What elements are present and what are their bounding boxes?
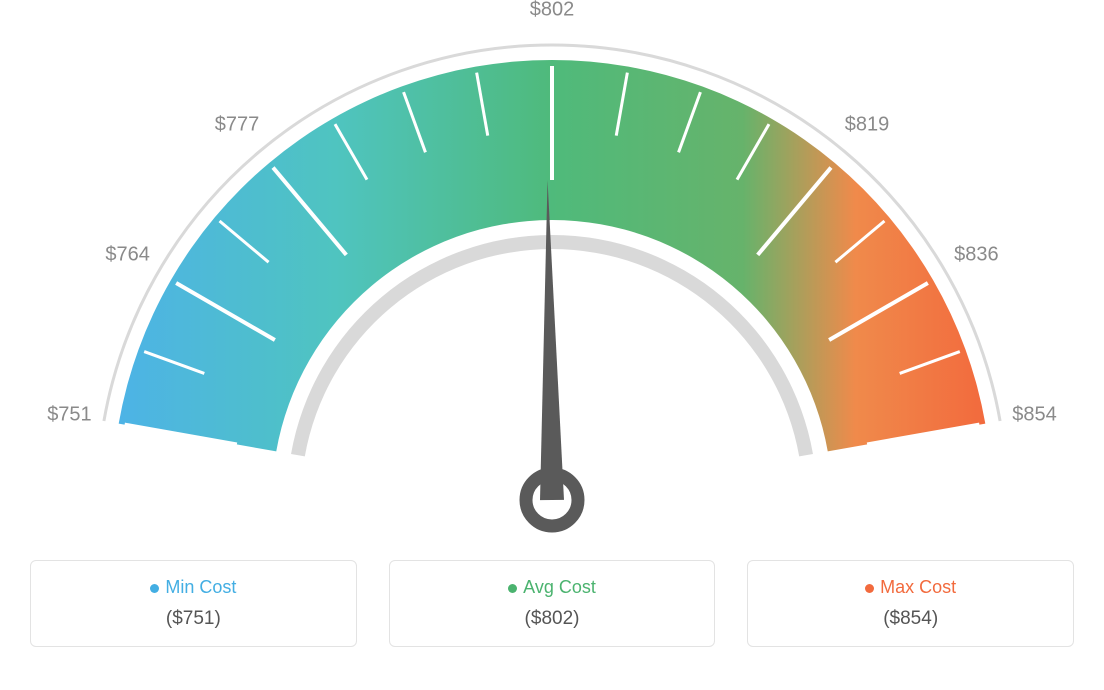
legend-row: Min Cost ($751) Avg Cost ($802) Max Cost… bbox=[0, 560, 1104, 647]
gauge-tick-label: $777 bbox=[215, 113, 260, 136]
legend-value-min: ($751) bbox=[41, 608, 346, 630]
legend-card-max: Max Cost ($854) bbox=[747, 560, 1074, 647]
legend-label-max: Max Cost bbox=[880, 577, 956, 597]
legend-value-avg: ($802) bbox=[400, 608, 705, 630]
gauge-tick-label: $802 bbox=[530, 0, 575, 22]
legend-dot-avg bbox=[508, 584, 517, 593]
legend-dot-max bbox=[865, 584, 874, 593]
legend-title-max: Max Cost bbox=[758, 577, 1063, 598]
gauge-svg bbox=[0, 0, 1104, 560]
legend-title-avg: Avg Cost bbox=[400, 577, 705, 598]
legend-value-max: ($854) bbox=[758, 608, 1063, 630]
gauge-tick-label: $836 bbox=[954, 244, 999, 267]
legend-label-avg: Avg Cost bbox=[523, 577, 596, 597]
legend-card-avg: Avg Cost ($802) bbox=[389, 560, 716, 647]
gauge-tick-label: $854 bbox=[1012, 403, 1057, 426]
legend-dot-min bbox=[150, 584, 159, 593]
legend-label-min: Min Cost bbox=[165, 577, 236, 597]
gauge-tick-label: $819 bbox=[845, 113, 890, 136]
cost-gauge-chart: $751 $764 $777 $802 $819 $836 $854 bbox=[0, 0, 1104, 560]
legend-card-min: Min Cost ($751) bbox=[30, 560, 357, 647]
legend-title-min: Min Cost bbox=[41, 577, 346, 598]
gauge-tick-label: $751 bbox=[47, 403, 92, 426]
gauge-tick-label: $764 bbox=[105, 244, 150, 267]
